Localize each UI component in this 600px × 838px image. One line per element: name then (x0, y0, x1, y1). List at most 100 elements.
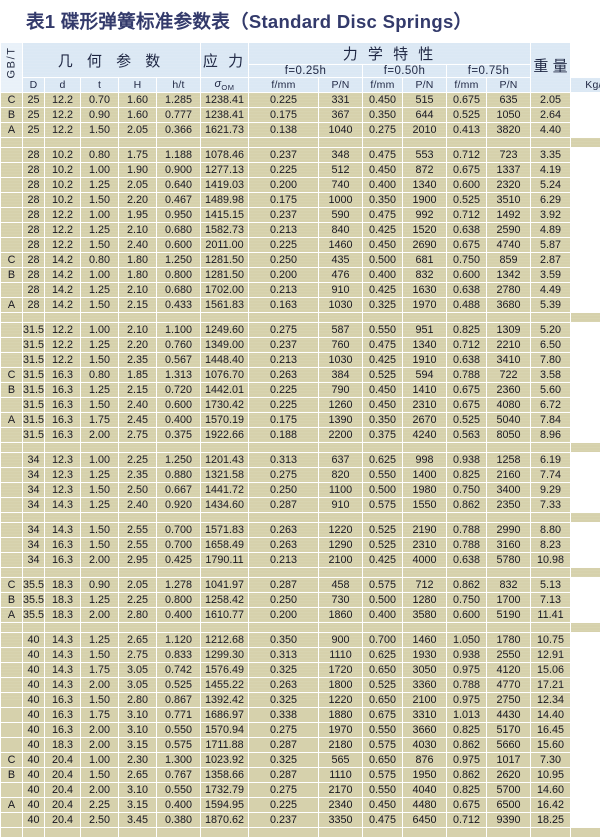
cell-value: 40 (23, 738, 45, 753)
group-spacer-row (1, 513, 600, 523)
cell-value: 3.10 (119, 708, 157, 723)
cell-value: 0.163 (249, 298, 319, 313)
cell-value: 1.00 (81, 323, 119, 338)
spacer-cell (363, 138, 403, 148)
cell-value: 0.366 (157, 123, 201, 138)
cell-value: 0.975 (447, 753, 487, 768)
cell-value: 2.87 (531, 253, 571, 268)
cell-value: 2310 (403, 538, 447, 553)
cell-value: 12.3 (45, 468, 81, 483)
spacer-cell (119, 623, 157, 633)
cell-value: 0.638 (447, 283, 487, 298)
cell-value: 0.550 (157, 723, 201, 738)
cell-series-class (1, 633, 23, 648)
cell-value: 14.40 (531, 708, 571, 723)
cell-value: 790 (319, 383, 363, 398)
cell-value: 0.90 (81, 108, 119, 123)
cell-value: 0.275 (249, 723, 319, 738)
cell-value: 1576.49 (201, 663, 249, 678)
cell-value: 0.525 (447, 108, 487, 123)
cell-value: 34 (23, 453, 45, 468)
spacer-cell (319, 513, 363, 523)
cell-series-class (1, 708, 23, 723)
cell-value: 0.825 (447, 783, 487, 798)
cell-value: 17.21 (531, 678, 571, 693)
cell-value: 0.650 (363, 753, 403, 768)
spacer-cell (201, 828, 249, 838)
cell-value: 740 (319, 178, 363, 193)
cell-value: 0.550 (363, 468, 403, 483)
cell-value: 0.433 (157, 298, 201, 313)
cell-value: 2.40 (119, 498, 157, 513)
cell-value: 0.525 (363, 538, 403, 553)
cell-value: 1337 (487, 163, 531, 178)
cell-value: 0.833 (157, 648, 201, 663)
spacer-cell (447, 443, 487, 453)
cell-value: 25 (23, 123, 45, 138)
cell-value: 2100 (403, 693, 447, 708)
cell-value: 0.880 (157, 468, 201, 483)
cell-value: 635 (487, 93, 531, 108)
spacer-cell (1, 513, 23, 523)
cell-series-class (1, 813, 23, 828)
cell-series-class (1, 783, 23, 798)
cell-series-class (1, 468, 23, 483)
cell-value: 1309 (487, 323, 531, 338)
cell-value: 2011.00 (201, 238, 249, 253)
cell-value: 10.2 (45, 163, 81, 178)
cell-value: 0.500 (363, 253, 403, 268)
cell-value: 0.600 (447, 268, 487, 283)
cell-value: 1.50 (81, 123, 119, 138)
cell-value: 5040 (487, 413, 531, 428)
cell-value: 16.3 (45, 708, 81, 723)
cell-value: 0.675 (363, 708, 403, 723)
cell-value: 1.80 (119, 253, 157, 268)
cell-value: 0.375 (157, 428, 201, 443)
cell-value: 2.05 (119, 123, 157, 138)
cell-value: 0.600 (157, 238, 201, 253)
cell-value: 0.175 (249, 108, 319, 123)
cell-value: 0.742 (157, 663, 201, 678)
cell-value: 12.2 (45, 108, 81, 123)
cell-value: 0.862 (447, 498, 487, 513)
cell-value: 28 (23, 148, 45, 163)
cell-series-class (1, 178, 23, 193)
cell-value: 31.5 (23, 368, 45, 383)
cell-value: 0.638 (447, 353, 487, 368)
cell-value: 2.40 (119, 398, 157, 413)
cell-value: 0.680 (157, 283, 201, 298)
cell-value: 1.50 (81, 523, 119, 538)
cell-value: 0.788 (447, 678, 487, 693)
cell-value: 4770 (487, 678, 531, 693)
cell-value: 0.938 (447, 453, 487, 468)
cell-value: 3.58 (531, 368, 571, 383)
spacer-cell (1, 568, 23, 578)
cell-series-class (1, 353, 23, 368)
cell-series-class: A (1, 608, 23, 623)
cell-value: 5190 (487, 608, 531, 623)
cell-value: 12.2 (45, 323, 81, 338)
cell-value: 2620 (487, 768, 531, 783)
cell-value: 34 (23, 483, 45, 498)
cell-value: 1870.62 (201, 813, 249, 828)
cell-value: 0.275 (249, 783, 319, 798)
cell-value: 2.00 (81, 678, 119, 693)
cell-value: 2.75 (119, 648, 157, 663)
cell-value: 1460 (319, 238, 363, 253)
cell-value: 1730.42 (201, 398, 249, 413)
cell-value: 3360 (403, 678, 447, 693)
spacer-cell (447, 568, 487, 578)
cell-value: 2.40 (119, 238, 157, 253)
col-header-weight-unit: Kg/1000 (571, 78, 600, 93)
cell-value: 1.50 (81, 193, 119, 208)
spacer-cell (363, 623, 403, 633)
cell-value: 5170 (487, 723, 531, 738)
spacer-cell (119, 513, 157, 523)
cell-value: 2.65 (119, 768, 157, 783)
cell-value: 1419.03 (201, 178, 249, 193)
spacer-cell (531, 138, 571, 148)
